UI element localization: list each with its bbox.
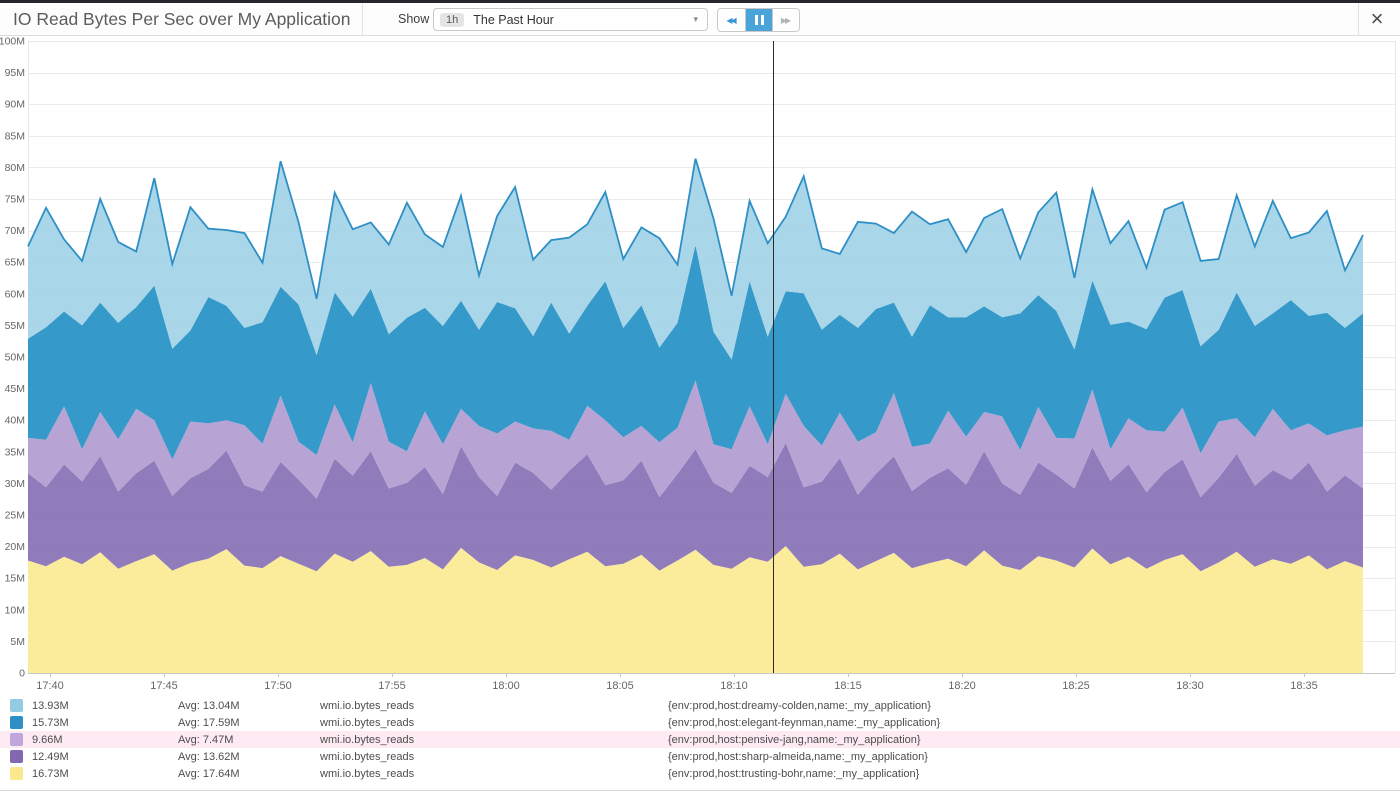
- series-color-swatch: [10, 733, 23, 746]
- y-tick-label: 30M: [5, 478, 25, 490]
- stacked-area-chart[interactable]: 17:40 17:45 17:50 17:55 18:00 18:05 18:10 18:15…: [0, 0, 1400, 697]
- x-tick-label: 17:55: [378, 680, 406, 692]
- legend-row[interactable]: 16.73MAvg: 17.64Mwmi.io.bytes_reads{env:…: [0, 765, 1400, 782]
- legend-current-value: 9.66M: [32, 734, 178, 746]
- legend-scope-tags: {env:prod,host:pensive-jang,name:_my_app…: [668, 734, 1400, 746]
- y-tick-label: 45M: [5, 383, 25, 395]
- legend-scope-tags: {env:prod,host:trusting-bohr,name:_my_ap…: [668, 768, 1400, 780]
- playback-controls: ◀◀ ▶▶: [717, 8, 800, 32]
- legend-row[interactable]: 13.93MAvg: 13.04Mwmi.io.bytes_reads{env:…: [0, 697, 1400, 714]
- x-tick-label: 17:40: [36, 680, 64, 692]
- chart-canvas[interactable]: 17:40 17:45 17:50 17:55 18:00 18:05 18:10 18:15…: [0, 0, 1400, 697]
- y-tick-label: 60M: [5, 288, 25, 300]
- y-tick-label: 90M: [5, 99, 25, 111]
- legend-average-value: Avg: 17.64M: [178, 768, 320, 780]
- pause-button[interactable]: [745, 9, 772, 31]
- legend-current-value: 13.93M: [32, 700, 178, 712]
- series-color-swatch: [10, 767, 23, 780]
- y-tick-label: 55M: [5, 320, 25, 332]
- y-tick-label: 100M: [0, 36, 25, 48]
- y-tick-label: 65M: [5, 257, 25, 269]
- legend-current-value: 15.73M: [32, 717, 178, 729]
- legend-scope-tags: {env:prod,host:sharp-almeida,name:_my_ap…: [668, 751, 1400, 763]
- fast-forward-icon: ▶▶: [781, 16, 791, 25]
- y-tick-label: 15M: [5, 573, 25, 585]
- y-tick-label: 40M: [5, 415, 25, 427]
- close-icon[interactable]: ×: [1364, 6, 1390, 32]
- graph-title: IO Read Bytes Per Sec over My Applicatio…: [13, 3, 351, 35]
- timeframe-dropdown[interactable]: 1h The Past Hour ▾: [433, 8, 708, 31]
- series-color-swatch: [10, 699, 23, 712]
- legend-average-value: Avg: 17.59M: [178, 717, 320, 729]
- x-tick-label: 18:35: [1290, 680, 1318, 692]
- legend-average-value: Avg: 13.62M: [178, 751, 320, 763]
- timeframe-selected-value: The Past Hour: [473, 13, 693, 27]
- x-tick-label: 18:20: [948, 680, 976, 692]
- legend-average-value: Avg: 7.47M: [178, 734, 320, 746]
- x-tick-label: 18:05: [606, 680, 634, 692]
- series-color-swatch: [10, 750, 23, 763]
- legend-metric-name: wmi.io.bytes_reads: [320, 734, 668, 746]
- x-tick-label: 18:25: [1062, 680, 1090, 692]
- x-tick-label: 18:30: [1176, 680, 1204, 692]
- x-tick-label: 18:15: [834, 680, 862, 692]
- legend-row[interactable]: 9.66MAvg: 7.47Mwmi.io.bytes_reads{env:pr…: [0, 731, 1400, 748]
- show-label: Show: [398, 3, 429, 35]
- y-tick-label: 70M: [5, 225, 25, 237]
- x-tick-label: 17:50: [264, 680, 292, 692]
- legend-metric-name: wmi.io.bytes_reads: [320, 717, 668, 729]
- area-series-trusting-bohr[interactable]: [28, 546, 1363, 673]
- header-divider: [362, 3, 363, 36]
- legend-current-value: 12.49M: [32, 751, 178, 763]
- y-tick-label: 95M: [5, 67, 25, 79]
- legend-scope-tags: {env:prod,host:elegant-feynman,name:_my_…: [668, 717, 1400, 729]
- y-tick-label: 80M: [5, 162, 25, 174]
- y-tick-label: 75M: [5, 194, 25, 206]
- chart-legend: 13.93MAvg: 13.04Mwmi.io.bytes_reads{env:…: [0, 697, 1400, 782]
- legend-average-value: Avg: 13.04M: [178, 700, 320, 712]
- legend-row[interactable]: 12.49MAvg: 13.62Mwmi.io.bytes_reads{env:…: [0, 748, 1400, 765]
- graph-header: IO Read Bytes Per Sec over My Applicatio…: [0, 3, 1400, 36]
- x-tick-label: 18:10: [720, 680, 748, 692]
- x-tick-label: 17:45: [150, 680, 178, 692]
- chevron-down-icon: ▾: [693, 14, 698, 25]
- legend-metric-name: wmi.io.bytes_reads: [320, 768, 668, 780]
- legend-scope-tags: {env:prod,host:dreamy-colden,name:_my_ap…: [668, 700, 1400, 712]
- series-color-swatch: [10, 716, 23, 729]
- rewind-icon: ◀◀: [726, 16, 736, 25]
- legend-row[interactable]: 15.73MAvg: 17.59Mwmi.io.bytes_reads{env:…: [0, 714, 1400, 731]
- y-tick-label: 50M: [5, 352, 25, 364]
- header-divider-right: [1358, 3, 1359, 36]
- pause-icon: [755, 15, 764, 25]
- y-tick-label: 20M: [5, 541, 25, 553]
- legend-current-value: 16.73M: [32, 768, 178, 780]
- legend-metric-name: wmi.io.bytes_reads: [320, 751, 668, 763]
- y-tick-label: 25M: [5, 510, 25, 522]
- y-tick-label: 10M: [5, 604, 25, 616]
- y-tick-label: 85M: [5, 130, 25, 142]
- y-tick-label: 5M: [10, 636, 25, 648]
- y-tick-label: 0: [19, 668, 25, 680]
- fast-forward-button[interactable]: ▶▶: [772, 9, 799, 31]
- x-tick-label: 18:00: [492, 680, 520, 692]
- rewind-button[interactable]: ◀◀: [718, 9, 745, 31]
- legend-metric-name: wmi.io.bytes_reads: [320, 700, 668, 712]
- timeframe-badge: 1h: [440, 13, 464, 27]
- y-tick-label: 35M: [5, 446, 25, 458]
